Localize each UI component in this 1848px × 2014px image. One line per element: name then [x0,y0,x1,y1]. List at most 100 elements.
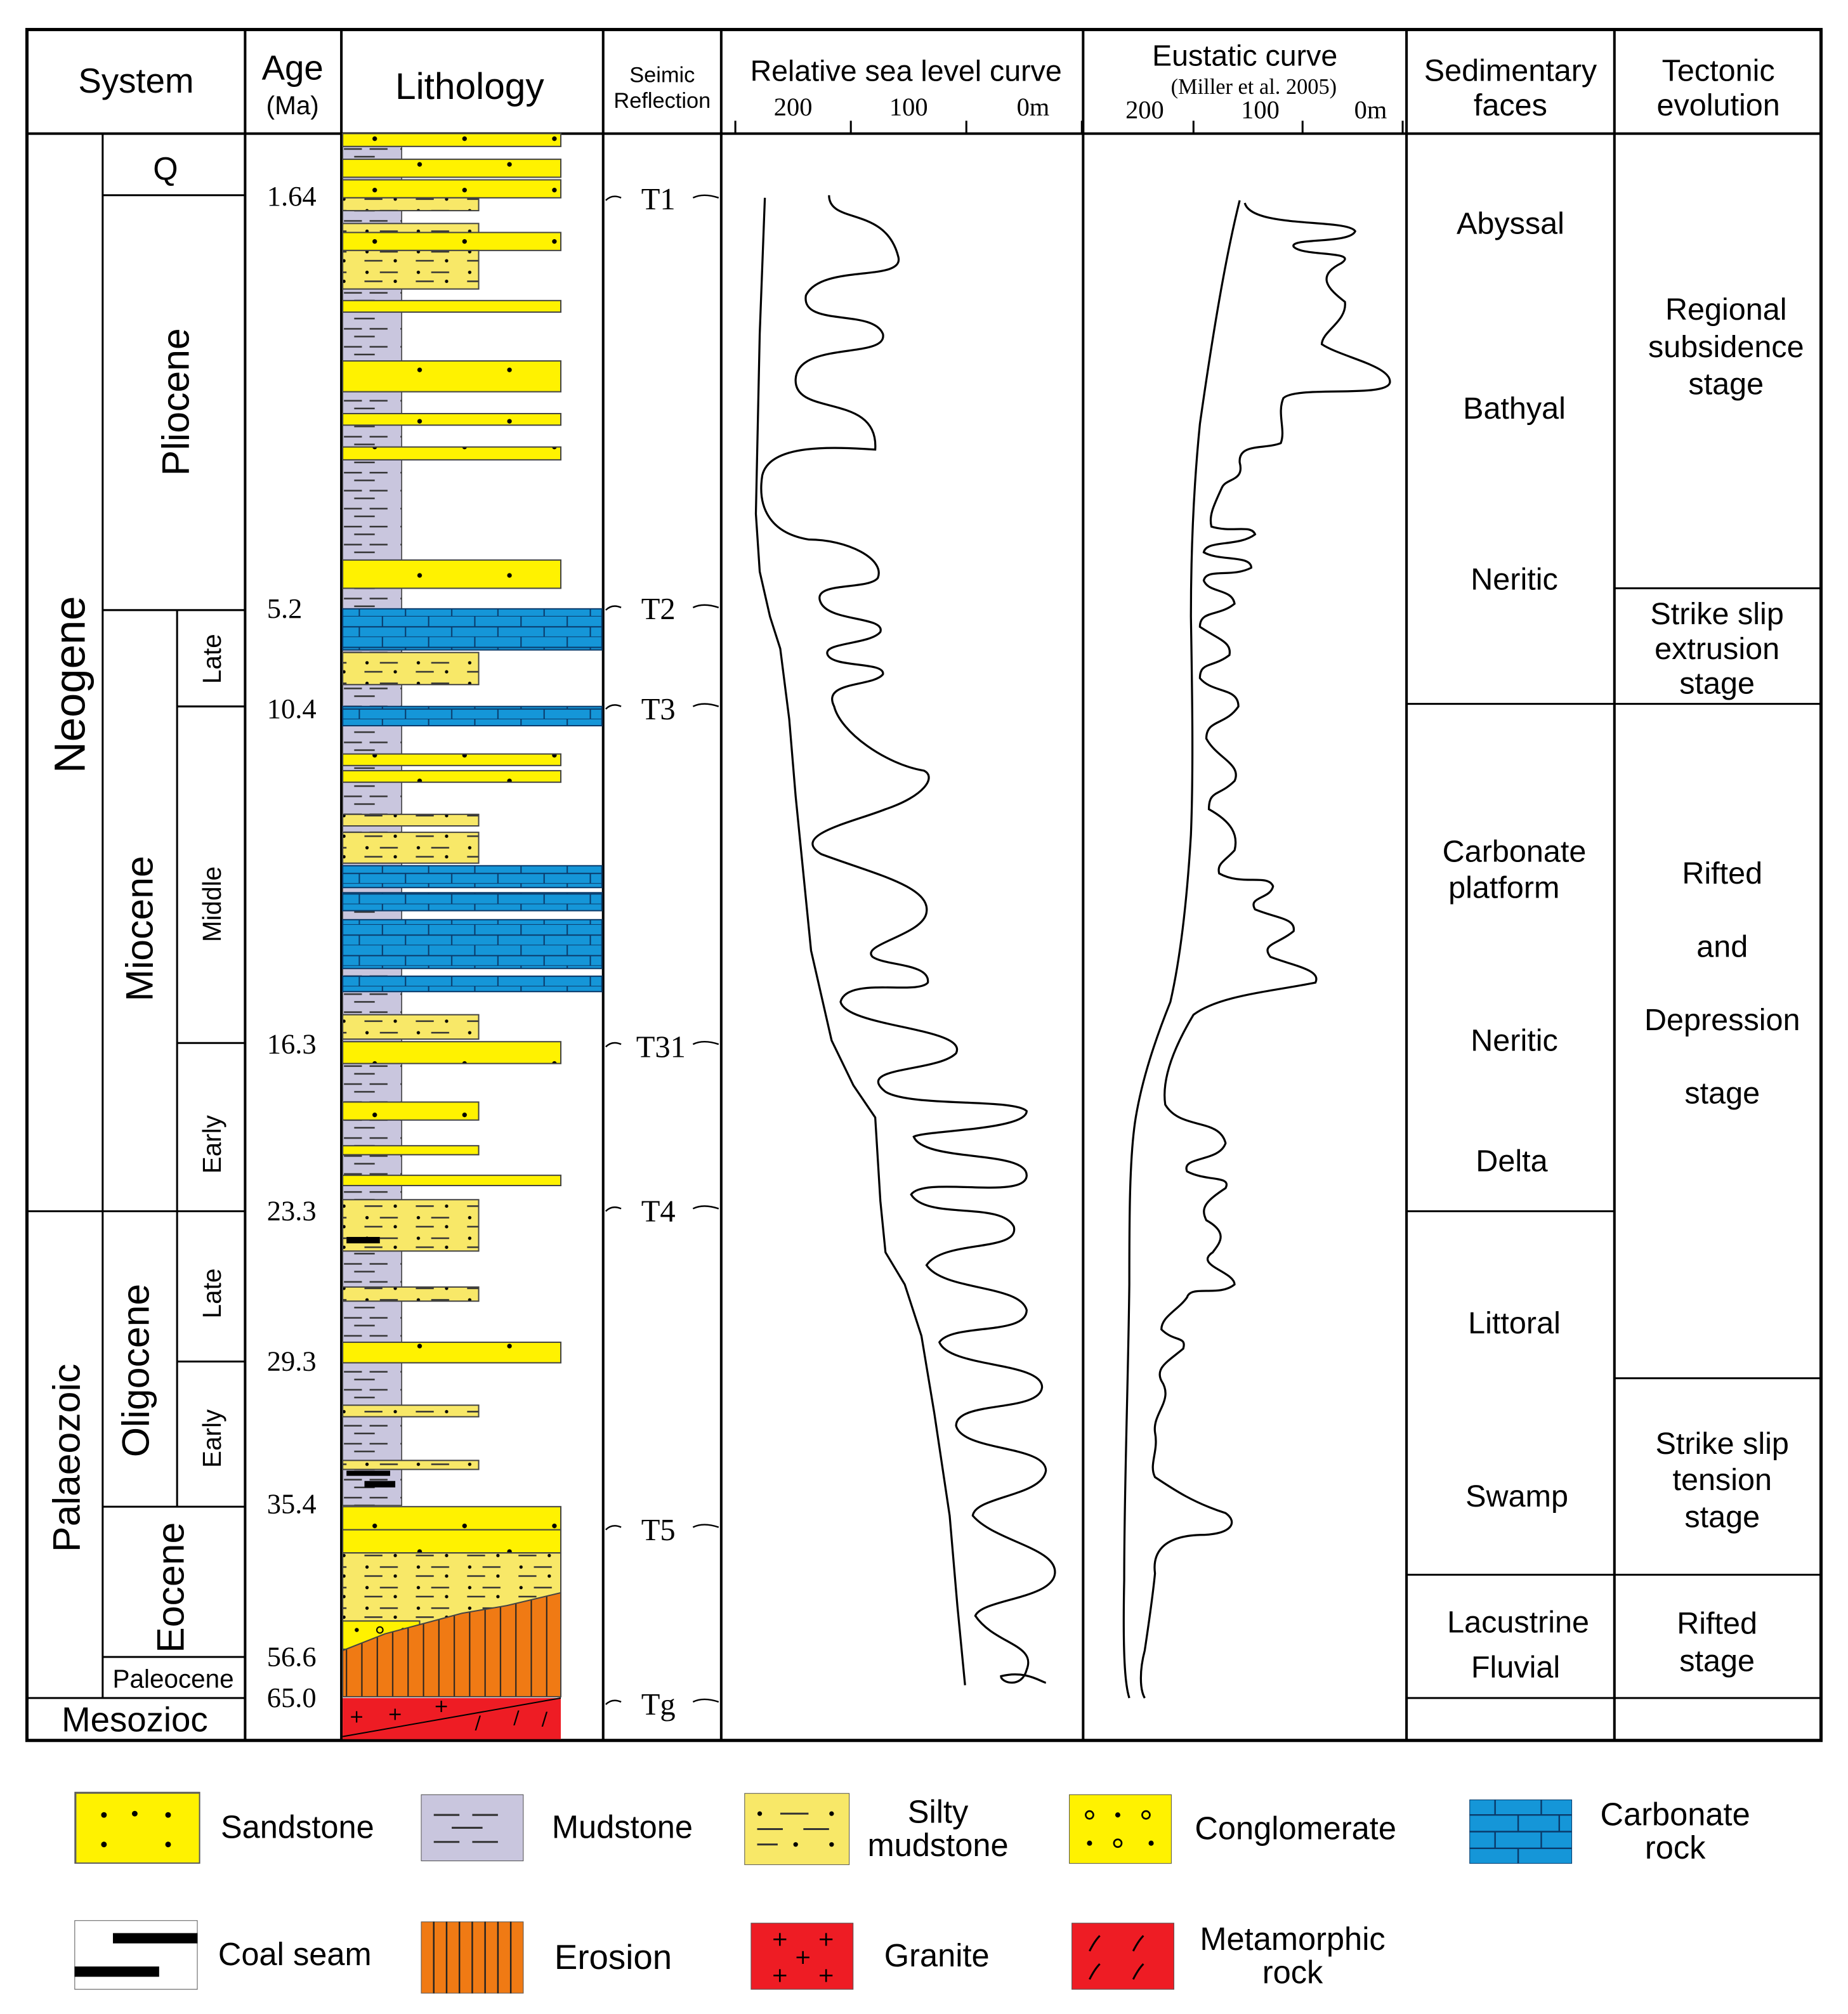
tectonic-extrusion-stage: stage [1679,666,1755,700]
seismic-column: T1 T2 T3 T31 T4 T5 Tg [605,182,719,1722]
table-frame [25,28,1823,1743]
legend-item-erosion: Erosion [421,1921,672,1994]
legend-item-sandstone: Sandstone [74,1791,374,1864]
metamorphic-swatch [1071,1923,1174,1990]
facies-platform: platform [1448,870,1559,905]
header-lithology: Lithology [395,66,544,107]
svg-text:+: + [794,1945,811,1969]
facies-abyssal: Abyssal [1457,207,1564,241]
system-palaeozoic: Palaeozoic [44,1364,88,1552]
svg-text:+: + [818,1927,835,1951]
facies-delta: Delta [1476,1144,1548,1179]
series-paleocene: Paleocene [113,1664,234,1694]
seismic-t5: T5 [641,1513,676,1547]
seismic-t3: T3 [641,692,676,726]
age-23.3: 23.3 [267,1195,317,1227]
tectonic-depression-stage: stage [1684,1076,1760,1110]
legend-item-granite: + + + + + Granite [750,1923,990,1990]
tectonic-and: and [1696,930,1748,964]
tectonic-rifted-stage: Rifted [1677,1607,1757,1641]
age-1.64: 1.64 [267,180,317,212]
tectonic-tension-stage: stage [1684,1500,1760,1534]
series-q: Q [153,150,178,186]
age-56.6: 56.6 [267,1640,317,1672]
svg-text:/: / [513,1707,520,1728]
facies-neritic-upper: Neritic [1471,562,1558,596]
tectonic-regional-stage: stage [1688,367,1764,402]
tectonic-extrusion: extrusion [1655,632,1779,666]
header-eustatic-ref: (Miller et al. 2005) [1171,75,1337,99]
stratigraphic-chart: System Age (Ma) Lithology Seimic Reflect… [25,28,1823,1743]
eustatic-curve [1139,202,1391,1699]
eustatic-tick-200: 200 [1125,95,1164,124]
header-age-unit: (Ma) [266,91,319,120]
subseries-oligocene-late: Late [197,1269,226,1319]
series-eocene: Eocene [148,1522,192,1653]
age-65.0: 65.0 [267,1682,317,1713]
coal-seam-swatch [74,1920,198,1990]
tectonic-subsidence: subsidence [1648,330,1804,364]
header-tectonic: Tectonic [1662,54,1775,88]
seismic-t1: T1 [641,182,676,216]
eustatic-tick-100: 100 [1241,95,1280,124]
legend-label-carbonate: Carbonate rock [1600,1796,1750,1867]
mudstone-swatch [421,1794,524,1862]
seismic-t31: T31 [636,1030,686,1064]
facies-littoral: Littoral [1468,1306,1561,1340]
svg-text:+: + [771,1963,789,1987]
facies-lacustrine: Lacustrine [1447,1605,1589,1640]
seismic-t4: T4 [641,1194,676,1229]
svg-text:+: + [388,1703,403,1724]
relative-sea-level-curves [754,195,1056,1685]
facies-swamp: Swamp [1465,1479,1568,1514]
relative-tick-0m: 0m [1017,93,1050,121]
header-seismic-reflection: Reflection [613,89,711,113]
legend-label-sandstone: Sandstone [220,1810,374,1846]
legend-label-erosion: Erosion [554,1938,672,1977]
facies-fluvial: Fluvial [1471,1650,1560,1684]
conglomerate-swatch [1069,1794,1172,1864]
relative-sea-level-curve [760,195,1056,1684]
eustatic-tick-0m: 0m [1354,95,1387,124]
legend-label-silty-mudstone: Silty mudstone [867,1794,1009,1864]
system-mesozoic: Mesozioc [62,1701,208,1739]
svg-text:/: / [542,1708,548,1729]
silty-mudstone-swatch [744,1793,850,1866]
header-seismic: Seimic [629,63,695,88]
eustatic-curves [1122,200,1391,1699]
header-eustatic: Eustatic curve [1152,39,1337,72]
relative-tick-200: 200 [774,93,813,121]
sedimentary-facies-column: Abyssal Bathyal Neritic Carbonate platfo… [1443,207,1589,1685]
seismic-t2: T2 [641,592,676,626]
tectonic-tension: tension [1672,1463,1772,1497]
header-evolution: evolution [1657,88,1780,122]
header-faces: faces [1474,88,1547,122]
legend-item-conglomerate: Conglomerate [1069,1794,1396,1864]
header-row: System Age (Ma) Lithology Seimic Reflect… [78,39,1779,124]
legend-label-metamorphic: Metamorphic rock [1200,1921,1386,1991]
granite-swatch: + +++ + [750,1923,854,1990]
age-29.3: 29.3 [267,1345,317,1377]
subseries-miocene-early: Early [197,1115,226,1174]
subseries-miocene-middle: Middle [197,866,226,942]
sandstone-swatch [74,1791,200,1864]
subseries-miocene-late: Late [197,634,226,684]
tectonic-rifted: Rifted [1682,856,1762,891]
series-oligocene: Oligocene [114,1284,157,1457]
age-10.4: 10.4 [267,693,317,724]
erosion-swatch [421,1921,524,1994]
series-miocene: Miocene [118,856,161,1002]
system-neogene: Neogene [46,596,95,773]
legend-label-granite: Granite [884,1938,990,1975]
svg-text:+: + [349,1706,364,1727]
seismic-tg: Tg [641,1687,676,1722]
age-16.3: 16.3 [267,1028,317,1059]
svg-text:+: + [818,1963,835,1987]
carbonate-swatch [1469,1799,1573,1864]
age-5.2: 5.2 [267,592,303,624]
tectonic-strike-slip-tension: Strike slip [1656,1427,1789,1461]
system-column: Neogene Palaeozoic Mesozioc Q Pliocene M… [44,150,233,1739]
legend-item-metamorphic: Metamorphic rock [1071,1921,1386,1991]
svg-text:/: / [475,1713,481,1734]
